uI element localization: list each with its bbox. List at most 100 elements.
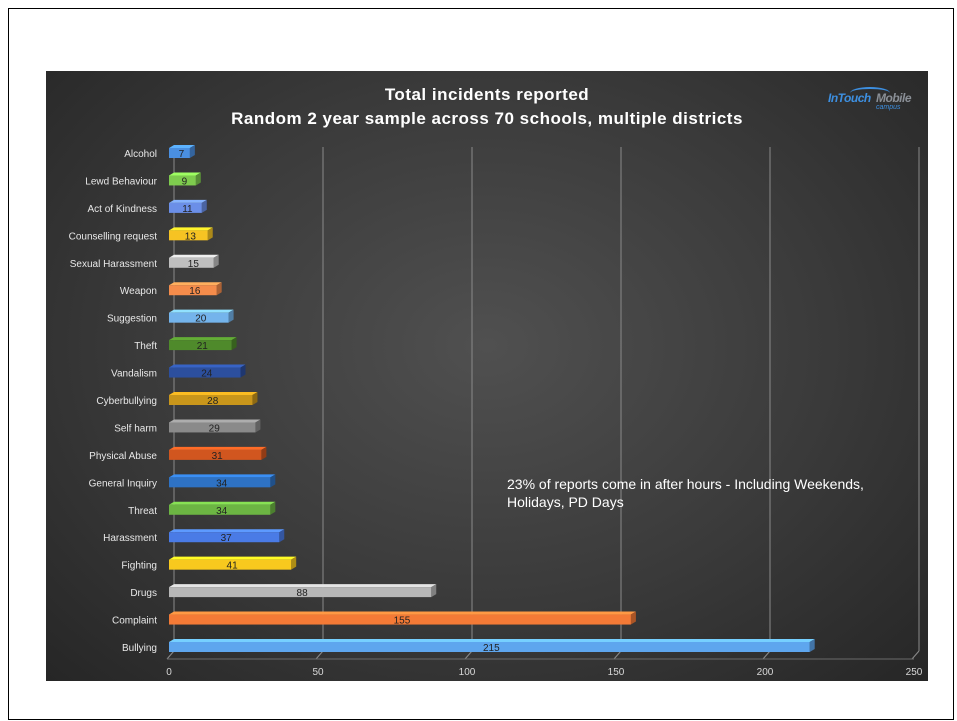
bar-side <box>270 501 276 515</box>
chart-canvas: 0 50 100 150 200 250 Alcohol 7 Lewd Behaviour 9 Ac… <box>69 145 923 678</box>
x-tick-label: 50 <box>312 667 324 678</box>
bar <box>169 477 271 488</box>
gridline-foot <box>613 650 622 660</box>
bar-value-label: 34 <box>216 506 228 517</box>
bar <box>169 532 280 543</box>
y-category-label: General Inquiry <box>89 478 157 489</box>
bar-value-label: 31 <box>212 451 224 462</box>
y-category-label: Counselling request <box>69 231 158 242</box>
bar <box>169 148 190 158</box>
bar-side <box>213 254 219 268</box>
y-category-label: Alcohol <box>124 149 157 160</box>
bar-side <box>279 529 285 543</box>
bar <box>169 312 229 323</box>
bar-top <box>169 611 636 615</box>
bar-top <box>169 227 213 231</box>
bar-top <box>169 364 246 368</box>
bar-value-label: 155 <box>394 616 411 627</box>
bar-top <box>169 529 285 533</box>
bar-top <box>169 501 276 505</box>
x-tick-label: 100 <box>459 667 476 678</box>
bar-value-label: 29 <box>209 423 221 434</box>
y-category-label: Lewd Behaviour <box>85 176 157 187</box>
logo-word-b: Mobile <box>876 91 912 105</box>
bar-top <box>169 392 258 395</box>
chart-subtitle: Random 2 year sample across 70 schools, … <box>231 109 743 128</box>
y-category-label: Weapon <box>120 286 157 297</box>
bar-side <box>207 227 213 241</box>
bar-top <box>169 254 219 258</box>
bar <box>169 614 631 625</box>
y-category-label: Theft <box>134 341 157 352</box>
y-category-label: Fighting <box>121 561 157 572</box>
bar-value-label: 16 <box>189 286 201 297</box>
gridline-foot <box>911 650 920 660</box>
bar-top <box>169 474 276 478</box>
bar-side <box>255 419 261 433</box>
bar <box>169 230 208 241</box>
bar-top <box>169 282 222 286</box>
bar <box>169 504 271 515</box>
gridline-foot <box>762 650 771 660</box>
bar-value-label: 88 <box>297 588 309 599</box>
bar-top <box>169 199 207 203</box>
bar-value-label: 37 <box>221 533 233 544</box>
bar-top <box>169 172 201 176</box>
y-category-label: Act of Kindness <box>88 204 157 215</box>
bar <box>169 257 214 268</box>
bar-side <box>195 172 201 186</box>
y-category-label: Bullying <box>122 643 157 654</box>
bar <box>169 175 196 186</box>
bar-value-label: 28 <box>207 396 219 407</box>
y-category-label: Threat <box>128 506 157 517</box>
chart-title: Total incidents reported <box>384 85 590 104</box>
bar <box>169 422 256 433</box>
bar <box>169 285 217 296</box>
bar-top <box>169 337 237 341</box>
bar <box>169 642 810 652</box>
bar-top <box>169 584 437 588</box>
x-tick-label: 0 <box>166 667 172 678</box>
bar-value-label: 20 <box>195 314 207 325</box>
y-category-label: Sexual Harassment <box>70 259 157 270</box>
y-category-label: Complaint <box>112 616 157 627</box>
bar-side <box>189 145 195 158</box>
bar <box>169 449 262 460</box>
bar-side <box>201 199 207 213</box>
gridline-foot <box>166 650 175 660</box>
y-category-label: Suggestion <box>107 314 157 325</box>
bar-side <box>252 392 258 405</box>
bar-value-label: 34 <box>216 478 228 489</box>
y-category-label: Physical Abuse <box>89 451 157 462</box>
bar-top <box>169 309 234 313</box>
bar <box>169 340 232 351</box>
bar <box>169 367 241 378</box>
bar-top <box>169 556 297 560</box>
bar-value-label: 9 <box>182 176 188 187</box>
bar-value-label: 13 <box>185 231 197 242</box>
x-tick-label: 200 <box>757 667 774 678</box>
logo-arc-icon <box>850 87 890 99</box>
bar-top <box>169 446 267 450</box>
bar <box>169 559 292 570</box>
bar-side <box>228 309 234 323</box>
bar-side <box>291 556 297 570</box>
bar-side <box>431 584 437 598</box>
bar <box>169 395 253 405</box>
bar-chart: 0 50 100 150 200 250 Alcohol 7 Lewd Behaviour 9 Ac… <box>46 71 928 681</box>
logo-subtext: campus <box>876 104 901 111</box>
bar-side <box>630 611 636 625</box>
gridline-foot <box>315 650 324 660</box>
bar <box>169 587 432 598</box>
bar <box>169 202 202 213</box>
x-tick-label: 150 <box>608 667 625 678</box>
bar-value-label: 11 <box>182 204 193 215</box>
bar-value-label: 15 <box>188 259 200 270</box>
bar-value-label: 215 <box>483 643 500 654</box>
bar-value-label: 7 <box>179 149 185 160</box>
slide-frame: 0 50 100 150 200 250 Alcohol 7 Lewd Behaviour 9 Ac… <box>8 8 954 720</box>
bar-top <box>169 419 261 423</box>
bar-side <box>261 446 267 460</box>
bar-side <box>231 337 237 351</box>
bar-value-label: 21 <box>197 341 209 352</box>
